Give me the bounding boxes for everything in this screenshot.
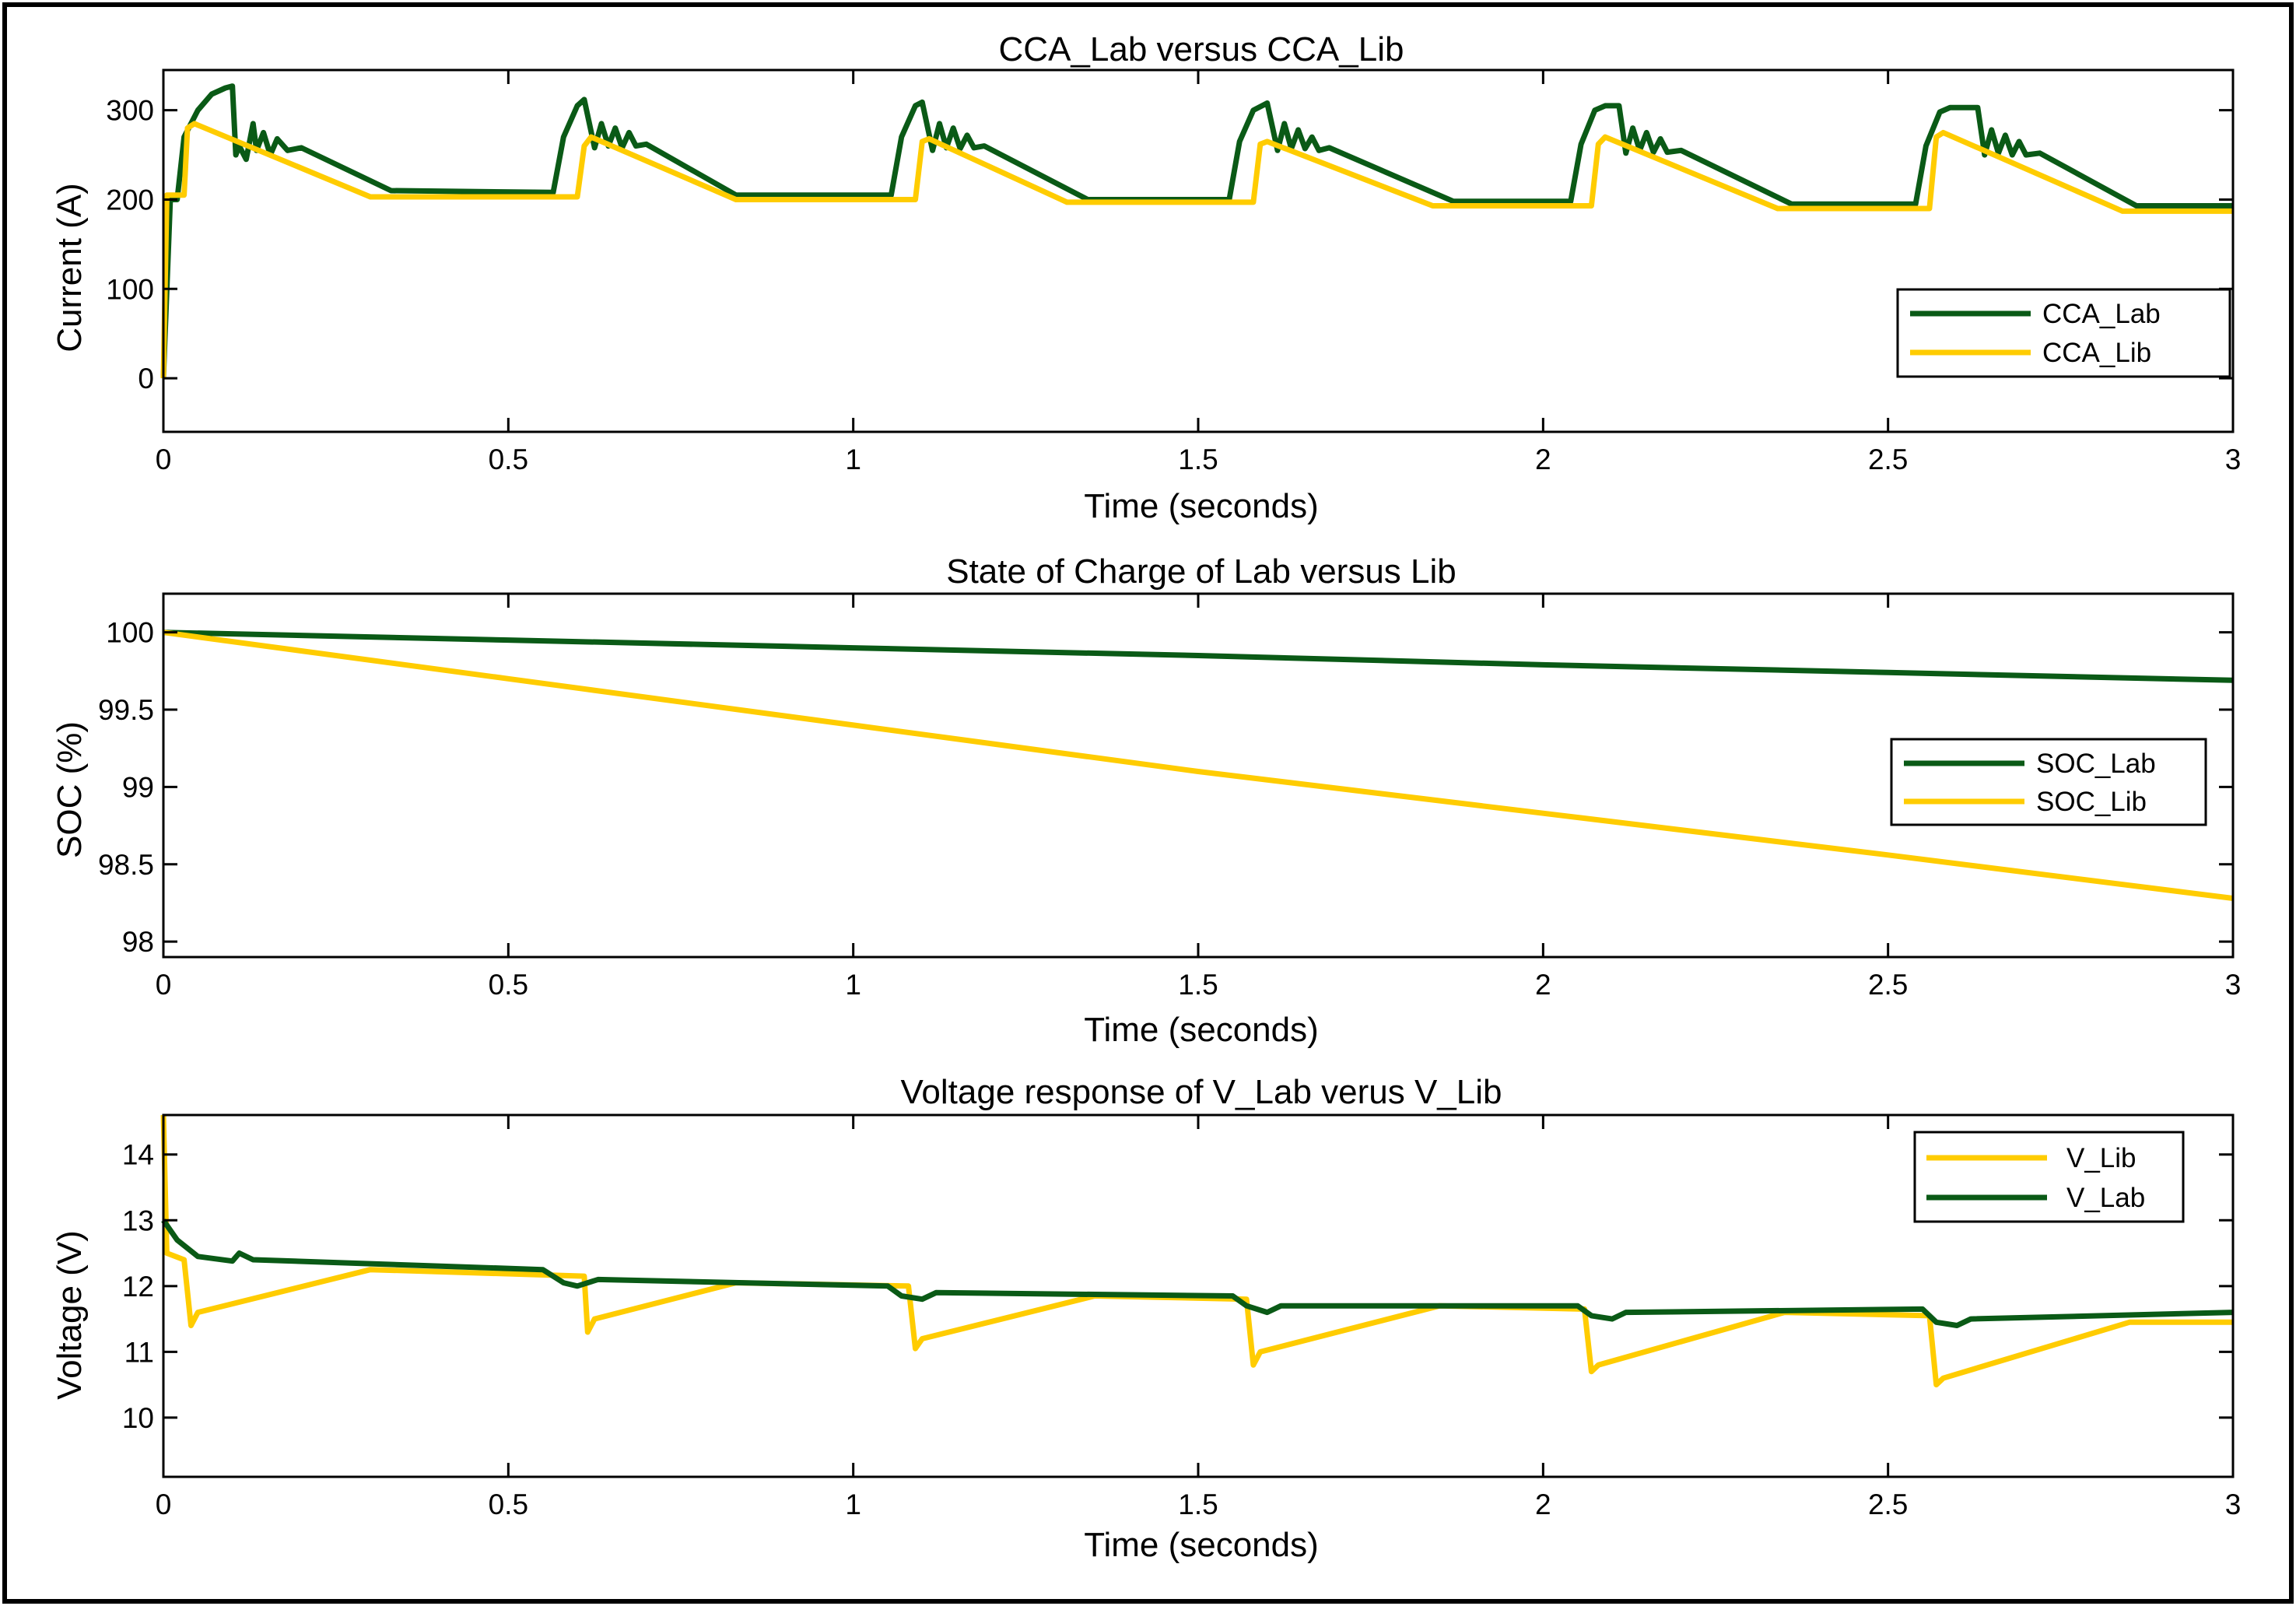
panel-title: CCA_Lab versus CCA_Lib [999, 30, 1404, 68]
panel-title: State of Charge of Lab versus Lib [946, 552, 1456, 591]
legend: V_Lib V_Lab [1913, 1131, 2185, 1223]
series-line-cca-lab [160, 83, 2233, 379]
plot-area [163, 70, 2233, 432]
legend: CCA_Lab CCA_Lib [1896, 288, 2231, 378]
series-line-v-lab [161, 1219, 2234, 1328]
x-tick-label: 0 [156, 969, 172, 1001]
soc-panel: State of Charge of Lab versus Lib Time (… [51, 552, 2241, 1049]
current-panel: CCA_Lab versus CCA_Lib Time (seconds) Cu… [51, 30, 2241, 525]
legend-label-cca-lab: CCA_Lab [2042, 299, 2161, 329]
x-tick-label: 1 [845, 969, 861, 1001]
y-tick-label: 98 [122, 926, 154, 958]
x-tick-label: 0.5 [489, 1489, 528, 1520]
y-tick-label: 12 [122, 1271, 154, 1303]
legend-box [1896, 288, 2231, 378]
x-axis-label: Time (seconds) [1084, 1011, 1319, 1049]
legend: SOC_Lab SOC_Lib [1890, 738, 2207, 826]
x-tick-label: 0 [156, 1489, 172, 1520]
y-axis-label: SOC (%) [51, 721, 89, 858]
x-axis-label: Time (seconds) [1084, 1526, 1319, 1564]
y-tick-label: 100 [106, 273, 154, 305]
legend-label-soc-lib: SOC_Lib [2036, 787, 2147, 817]
y-axis-label: Current (A) [51, 183, 89, 352]
legend-label-soc-lab: SOC_Lab [2036, 749, 2156, 779]
x-tick-label: 1.5 [1178, 969, 1218, 1001]
y-tick-label: 100 [106, 617, 154, 649]
series-line-soc-lib [163, 629, 2234, 901]
x-tick-label: 0.5 [489, 969, 528, 1001]
x-tick-label: 2.5 [1868, 1489, 1908, 1520]
legend-label-v-lib: V_Lib [2066, 1143, 2137, 1173]
y-axis-label: Voltage (V) [51, 1230, 89, 1400]
x-tick-label: 3 [2225, 1489, 2242, 1520]
x-tick-label: 2 [1535, 969, 1551, 1001]
y-tick-label: 99.5 [98, 694, 154, 726]
series-line-soc-lab [163, 629, 2234, 683]
x-tick-label: 0 [156, 444, 172, 475]
y-tick-label: 13 [122, 1204, 154, 1236]
x-tick-label: 1.5 [1178, 1489, 1218, 1520]
voltage-panel: Voltage response of V_Lab verus V_Lib Ti… [51, 1073, 2241, 1564]
series-line-cca-lib [160, 121, 2233, 379]
panel-title: Voltage response of V_Lab verus V_Lib [901, 1073, 1502, 1111]
x-tick-label: 1 [845, 444, 861, 475]
x-tick-label: 0.5 [489, 444, 528, 475]
x-tick-label: 1.5 [1178, 444, 1218, 475]
x-tick-label: 2.5 [1868, 444, 1908, 475]
legend-label-v-lab: V_Lab [2066, 1183, 2145, 1213]
x-tick-label: 3 [2225, 444, 2242, 475]
y-tick-label: 300 [106, 95, 154, 127]
y-tick-label: 98.5 [98, 849, 154, 881]
x-tick-label: 1 [845, 1489, 861, 1520]
legend-label-cca-lib: CCA_Lib [2042, 338, 2151, 368]
x-axis-label: Time (seconds) [1084, 487, 1319, 525]
legend-box [1913, 1131, 2185, 1223]
y-tick-label: 11 [124, 1336, 154, 1368]
y-tick-label: 200 [106, 184, 154, 216]
x-tick-label: 2 [1535, 444, 1551, 475]
y-tick-label: 99 [122, 771, 154, 803]
x-tick-label: 2 [1535, 1489, 1551, 1520]
legend-box [1890, 738, 2207, 826]
x-tick-label: 3 [2225, 969, 2242, 1001]
x-tick-label: 2.5 [1868, 969, 1908, 1001]
y-tick-label: 10 [122, 1402, 154, 1434]
y-tick-label: 0 [138, 363, 154, 394]
y-tick-label: 14 [122, 1139, 154, 1171]
